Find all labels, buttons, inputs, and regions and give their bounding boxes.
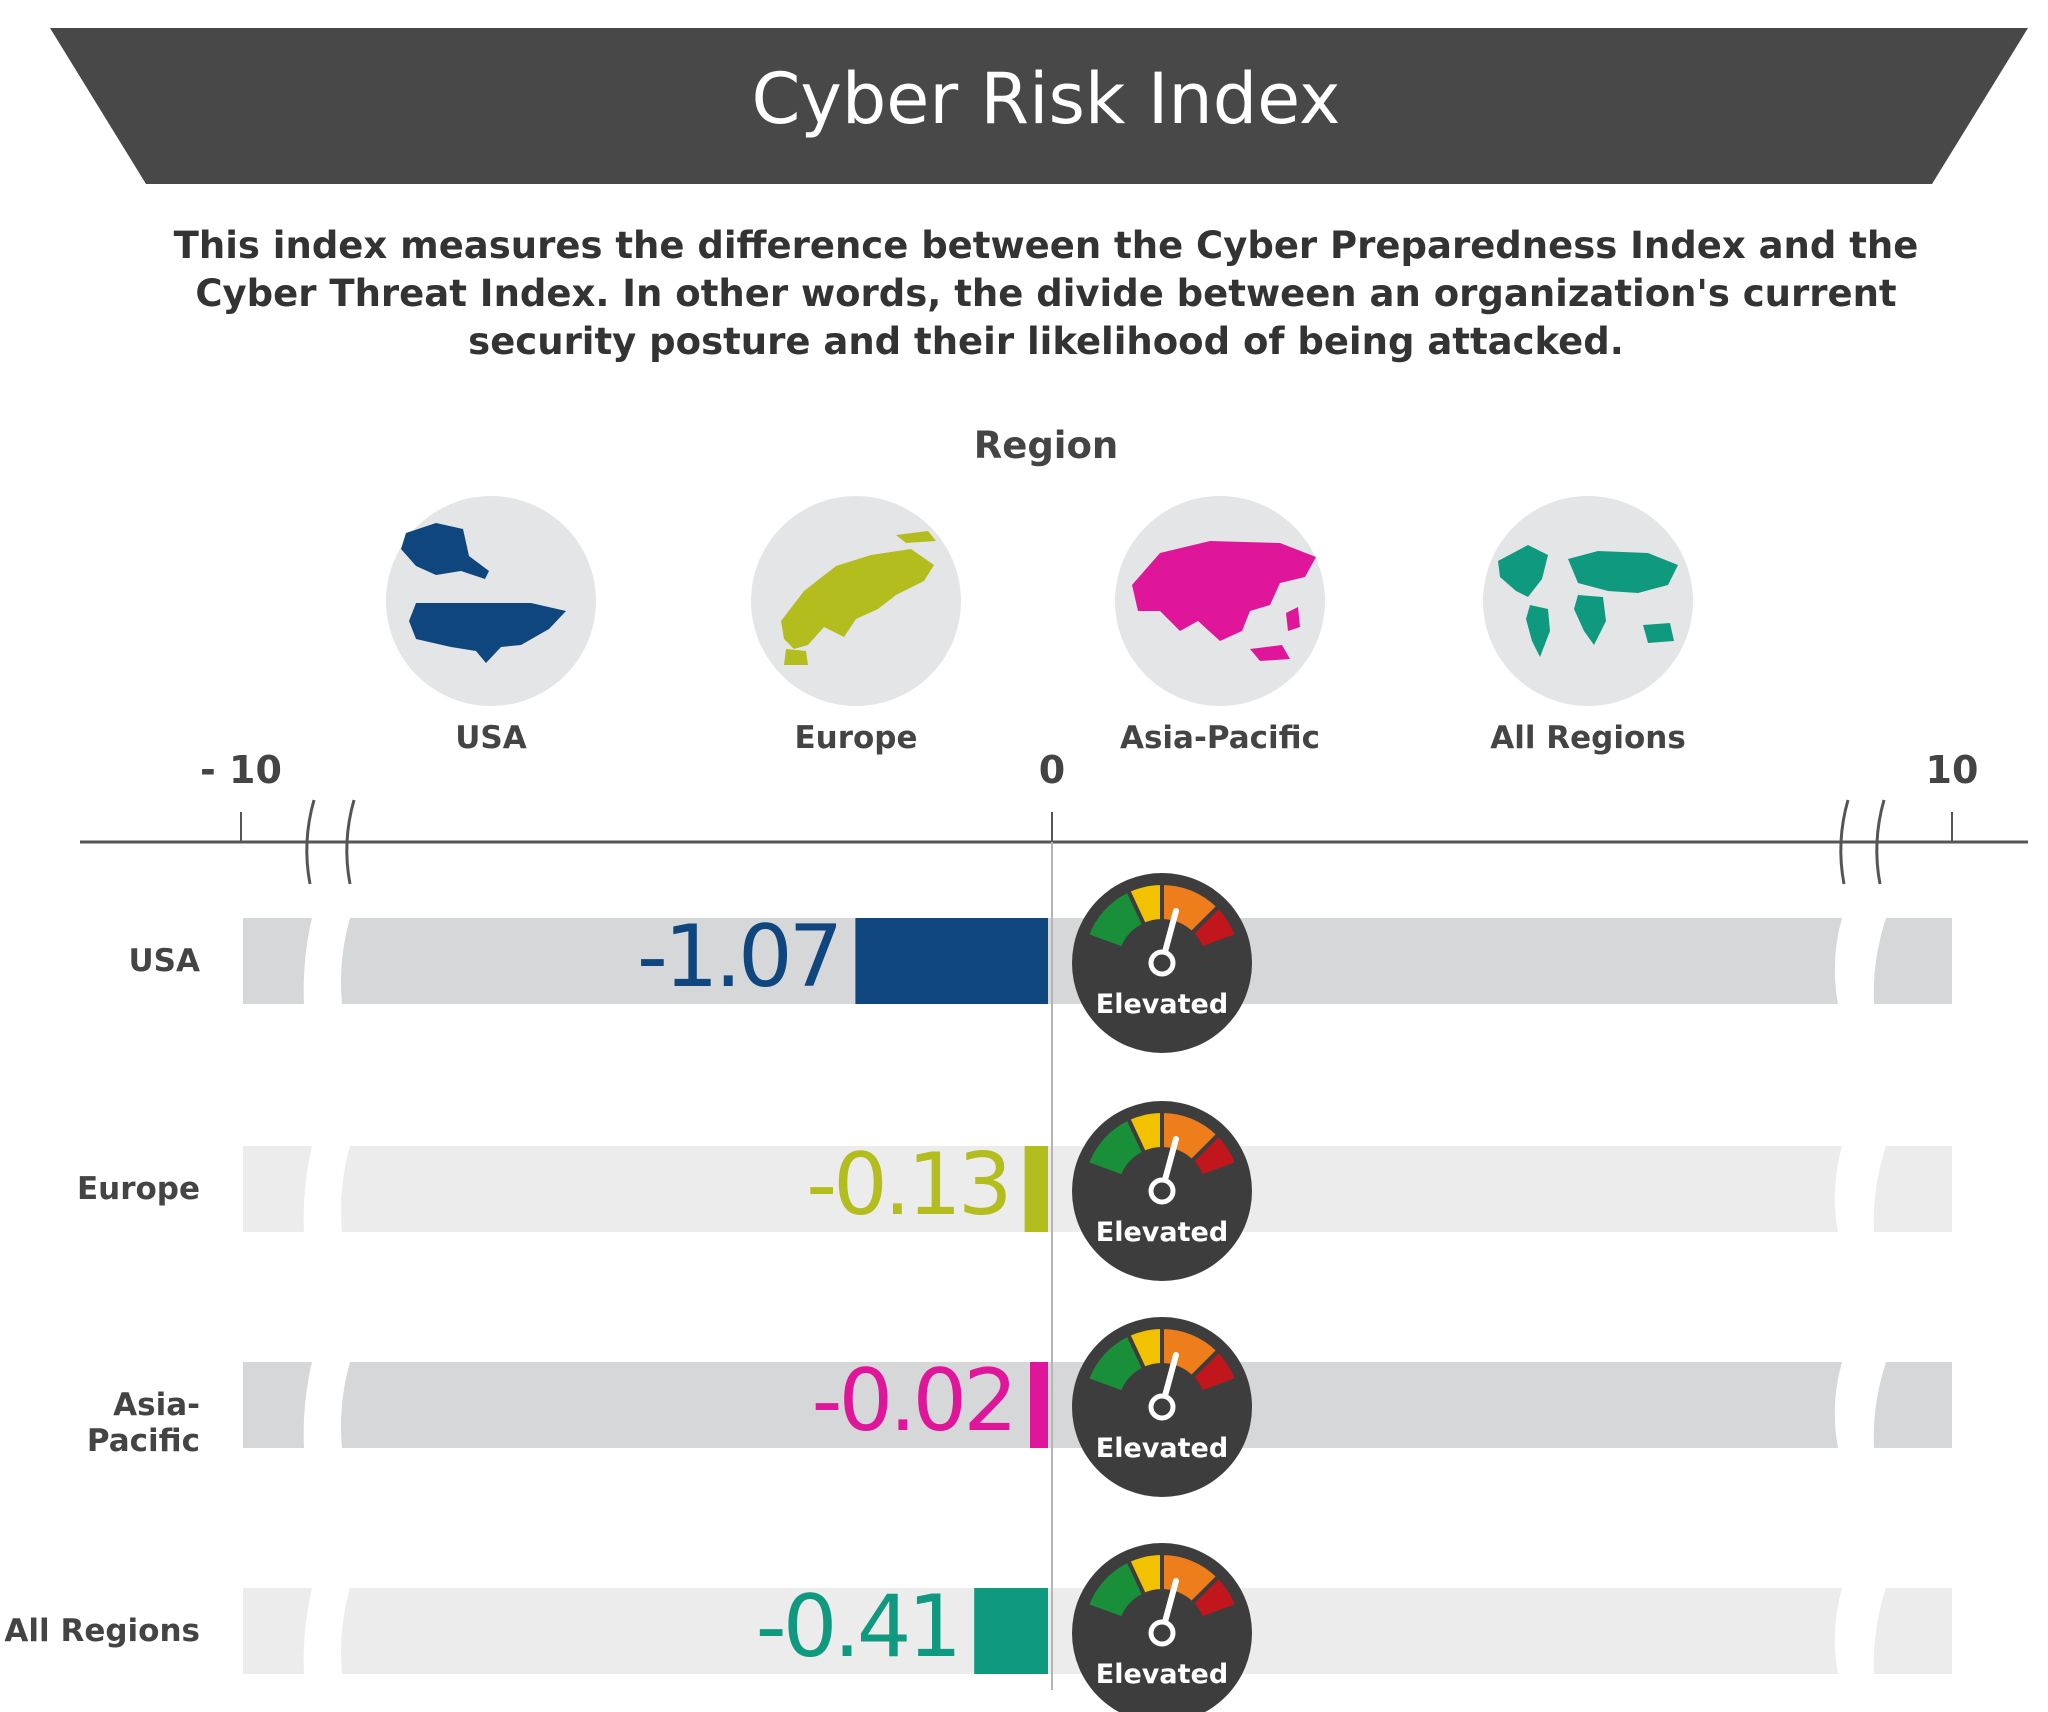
gauge-label: Elevated — [1096, 1659, 1228, 1690]
track-right-segment — [1873, 918, 1952, 1004]
track-left-segment — [243, 1588, 312, 1674]
region-label-europe: Europe — [794, 720, 918, 756]
gauge-icon: Elevated — [1072, 1317, 1252, 1497]
axis-break-mark — [305, 799, 316, 885]
track-left-segment — [243, 1362, 312, 1448]
row-label-europe: Europe — [76, 1171, 200, 1207]
track-right-segment — [1873, 1588, 1952, 1674]
tick-label-1: 0 — [1038, 748, 1066, 792]
bar-all-regions — [974, 1588, 1048, 1674]
value-label-usa: -1.07 — [637, 907, 840, 1007]
track-left-segment — [243, 1146, 312, 1232]
gauge-label: Elevated — [1096, 1433, 1228, 1464]
usa-map-icon — [386, 496, 596, 706]
value-label-all-regions: -0.41 — [756, 1577, 959, 1677]
gauge-icon: Elevated — [1072, 1543, 1252, 1712]
row-label-asia-pacific: Asia-Pacific — [86, 1387, 200, 1459]
row-label-usa: USA — [128, 943, 201, 979]
europe-map-icon — [751, 496, 961, 706]
region-label-asia-pacific: Asia-Pacific — [1119, 720, 1321, 756]
tick-label-2: 10 — [1925, 748, 1979, 792]
region-label-all-regions: All Regions — [1490, 720, 1686, 756]
region-heading: Region — [973, 424, 1119, 467]
bar-europe — [1024, 1146, 1048, 1232]
title-banner — [50, 28, 2028, 184]
asia-pacific-map-icon — [1115, 496, 1325, 706]
page-title: Cyber Risk Index — [751, 58, 1341, 140]
value-label-europe: -0.13 — [806, 1135, 1009, 1235]
row-usa: -1.07 — [243, 907, 1952, 1007]
track-left-segment — [243, 918, 312, 1004]
track-right-segment — [1873, 1146, 1952, 1232]
gauge-icon: Elevated — [1072, 873, 1252, 1053]
region-label-usa: USA — [455, 720, 527, 756]
track-right-segment — [1873, 1362, 1952, 1448]
gauge-label: Elevated — [1096, 989, 1228, 1020]
bar-asia-pacific — [1030, 1362, 1048, 1448]
row-label-all-regions: All Regions — [4, 1613, 200, 1649]
description: This index measures the difference betwe… — [173, 224, 1919, 363]
axis-break-mark — [345, 799, 356, 885]
axis-break-mark — [1875, 799, 1886, 885]
world-map-icon — [1483, 496, 1693, 706]
bar-usa — [855, 918, 1048, 1004]
value-label-asia-pacific: -0.02 — [811, 1351, 1014, 1451]
gauge-label: Elevated — [1096, 1217, 1228, 1248]
axis-break-mark — [1839, 799, 1850, 885]
gauge-icon: Elevated — [1072, 1101, 1252, 1281]
tick-label-0: - 10 — [200, 748, 282, 792]
